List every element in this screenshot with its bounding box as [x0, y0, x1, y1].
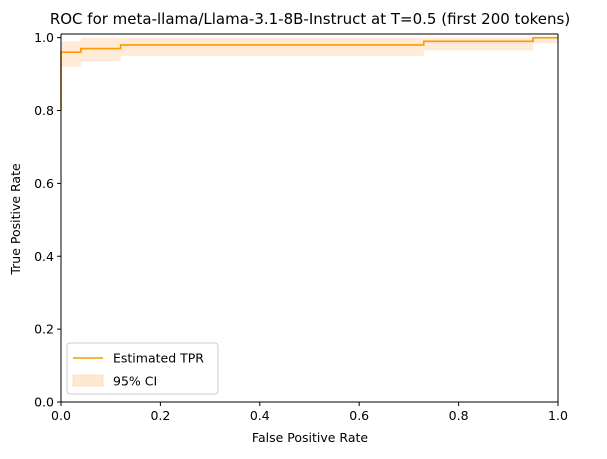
tpr-line	[60, 36, 558, 111]
x-axis-label: False Positive Rate	[252, 430, 368, 445]
legend-label-95-ci: 95% CI	[113, 374, 157, 389]
axes	[60, 33, 559, 403]
x-tick-label: 0.8	[449, 408, 469, 423]
tpr-line-layer	[60, 36, 558, 111]
ticks: 0.0 0.2 0.4 0.6 0.8 1.0 0.0 0.2 0.4 0.6 0.8 1.0	[34, 30, 568, 423]
legend: Estimated TPR 95% CI	[66, 342, 219, 395]
x-tick-label: 0.4	[250, 408, 270, 423]
legend-band-swatch	[72, 374, 104, 387]
y-tick-label: 0.0	[34, 395, 54, 410]
chart-title: ROC for meta-llama/Llama-3.1-8B-Instruct…	[50, 10, 570, 28]
x-tick-label: 0.6	[349, 408, 369, 423]
x-tick-label: 0.0	[51, 408, 71, 423]
x-tick-label: 1.0	[548, 408, 568, 423]
legend-label-estimated-tpr: Estimated TPR	[113, 351, 204, 366]
x-tick-label: 0.2	[150, 408, 170, 423]
ci-band	[61, 37, 558, 111]
legend-frame	[66, 342, 219, 395]
y-tick-label: 0.4	[34, 249, 54, 264]
y-tick-label: 0.2	[34, 322, 54, 337]
ci-band-layer	[61, 37, 558, 111]
y-tick-label: 1.0	[34, 30, 54, 45]
y-axis-label: True Positive Rate	[8, 163, 23, 276]
y-tick-label: 0.8	[34, 103, 54, 118]
y-tick-label: 0.6	[34, 176, 54, 191]
